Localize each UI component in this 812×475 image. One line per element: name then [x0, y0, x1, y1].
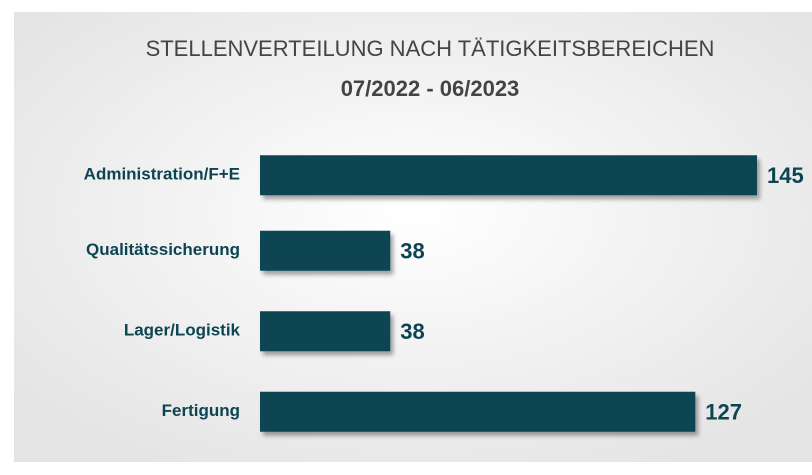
bar: [260, 311, 391, 352]
category-label: Fertigung: [162, 401, 240, 420]
chart-title: STELLENVERTEILUNG NACH TÄTIGKEITSBEREICH…: [146, 36, 715, 61]
value-label: 38: [400, 239, 424, 264]
category-label: Administration/F+E: [84, 165, 240, 184]
value-label: 145: [767, 163, 804, 188]
value-label: 127: [705, 400, 742, 425]
value-label: 38: [400, 319, 424, 344]
bar: [260, 230, 391, 271]
bar: [260, 391, 696, 432]
bar: [260, 155, 757, 196]
panel: [14, 12, 812, 462]
category-label: Lager/Logistik: [124, 321, 241, 340]
chart-subtitle: 07/2022 - 06/2023: [341, 76, 520, 101]
category-label: Qualitätssicherung: [86, 240, 240, 259]
